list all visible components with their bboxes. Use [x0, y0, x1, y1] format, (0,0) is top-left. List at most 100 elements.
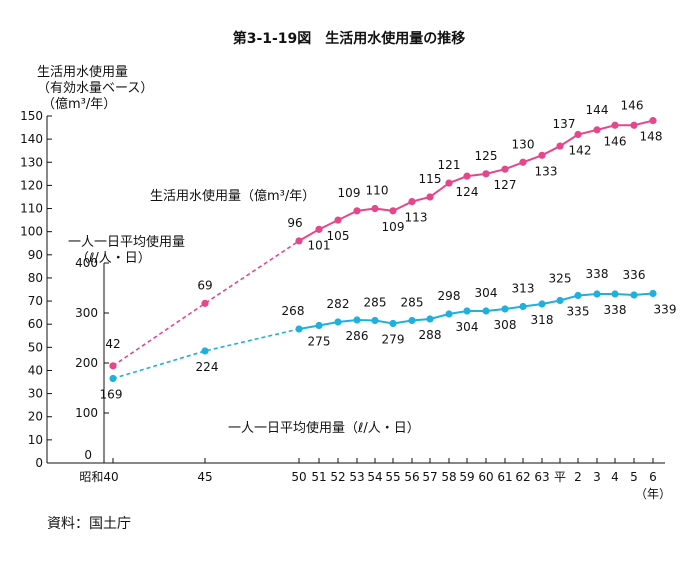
- data-label: 288: [419, 328, 442, 342]
- data-point: [574, 291, 582, 300]
- data-label: 308: [494, 318, 517, 332]
- data-label: 121: [438, 158, 461, 172]
- data-point: [445, 310, 453, 318]
- data-point: [201, 347, 209, 355]
- data-label: 101: [308, 238, 331, 252]
- data-label: 318: [531, 313, 554, 327]
- left-axis-tick-label: 30: [28, 387, 43, 401]
- data-point: [501, 305, 509, 313]
- data-point: [611, 290, 619, 298]
- data-label: 275: [308, 335, 331, 349]
- data-point: [593, 290, 601, 298]
- data-point: [426, 193, 434, 201]
- x-axis-tick-label: 59: [459, 470, 474, 484]
- data-point: [109, 374, 117, 383]
- data-label: 109: [382, 220, 405, 234]
- data-label: 125: [475, 149, 498, 163]
- data-label: 133: [535, 164, 558, 178]
- left-axis-tick-label: 10: [28, 433, 43, 447]
- x-axis-tick-label: 51: [311, 470, 326, 484]
- data-point: [426, 315, 434, 323]
- left-axis-tick-label: 120: [20, 178, 43, 192]
- data-label: 268: [282, 304, 305, 318]
- data-label: 285: [401, 296, 424, 310]
- x-axis-tick-label: 4: [611, 470, 619, 484]
- x-axis-tick-label: 60: [478, 470, 493, 484]
- data-point: [295, 237, 303, 245]
- left-axis-tick-label: 60: [28, 317, 43, 331]
- data-label: 336: [623, 268, 646, 282]
- data-label: 69: [197, 278, 212, 292]
- x-axis-tick-label: 58: [441, 470, 456, 484]
- data-label: 313: [512, 282, 535, 296]
- left-axis-tick-label: 140: [20, 132, 43, 146]
- data-point: [538, 300, 546, 308]
- x-axis-tick-label: 61: [497, 470, 512, 484]
- left-axis-tick-label: 110: [20, 202, 43, 216]
- left-axis-label-line: 生活用水使用量: [37, 64, 128, 80]
- data-point: [630, 121, 638, 129]
- data-point: [408, 316, 416, 325]
- left-axis-tick-label: 80: [28, 271, 43, 285]
- series-per-capita-use: 169 224 268 275 282 286 285 279 285 288 298 304 304 3…: [100, 267, 677, 402]
- data-point: [389, 207, 397, 215]
- left-axis-tick-label: 100: [20, 225, 43, 239]
- data-point: [408, 197, 416, 206]
- left-axis-tick-label: 0: [35, 456, 43, 470]
- data-point: [371, 204, 379, 213]
- data-point: [538, 151, 546, 159]
- data-point: [519, 302, 527, 311]
- data-point: [649, 117, 657, 125]
- series-line-solid: [298, 119, 654, 242]
- x-axis-tick-label: 62: [515, 470, 530, 484]
- right-axis-label-line: （ℓ/人・日）: [76, 251, 151, 266]
- data-point: [353, 316, 361, 324]
- right-axis-tick-label: 300: [75, 306, 98, 320]
- data-point: [315, 225, 323, 233]
- right-axis-tick-label: 0: [84, 448, 92, 462]
- x-axis-tick-label: 55: [385, 470, 400, 484]
- data-label: 137: [553, 117, 576, 131]
- data-label: 42: [105, 337, 120, 351]
- x-axis-tick-label: 56: [404, 470, 419, 484]
- data-point: [556, 296, 564, 305]
- left-axis-tick-label: 150: [20, 109, 43, 123]
- right-axis: 100 200 300 400 0: [75, 256, 109, 464]
- right-axis-tick-label: 200: [75, 356, 98, 370]
- data-label: 279: [382, 333, 405, 347]
- data-point: [574, 130, 582, 139]
- data-point: [295, 325, 303, 333]
- data-point: [556, 142, 564, 150]
- x-axis-tick-label: 63: [534, 470, 549, 484]
- x-axis-tick-label: 50: [291, 470, 306, 484]
- data-label: 169: [100, 388, 123, 402]
- right-axis-tick-label: 100: [75, 406, 98, 420]
- x-axis-tick-label: 45: [197, 470, 212, 484]
- x-axis-tick-label: 昭和40: [79, 470, 118, 484]
- data-point: [334, 216, 342, 224]
- data-point: [649, 289, 657, 298]
- x-axis-tick-label: 平: [554, 470, 566, 484]
- data-point: [501, 165, 509, 173]
- data-label: 286: [346, 329, 369, 343]
- data-label: 127: [494, 178, 517, 192]
- chart-title: 第3-1-19図 生活用水使用量の推移: [233, 30, 466, 47]
- data-point: [463, 172, 471, 180]
- x-axis-tick-label: 57: [422, 470, 437, 484]
- data-label: 96: [287, 216, 302, 230]
- data-point: [482, 307, 490, 315]
- data-label: 148: [640, 130, 663, 144]
- data-point: [389, 319, 397, 328]
- left-axis-tick-label: 20: [28, 410, 43, 424]
- data-label: 113: [405, 211, 428, 225]
- x-axis-tick-label: 2: [574, 470, 582, 484]
- data-point: [482, 170, 490, 178]
- data-label: 338: [604, 303, 627, 317]
- data-label: 110: [366, 184, 389, 198]
- left-axis-tick-label: 70: [28, 294, 43, 308]
- data-label: 282: [327, 297, 350, 311]
- x-axis-tick-label: 54: [367, 470, 382, 484]
- series-label-domestic: 生活用水使用量（億m³/年）: [150, 188, 315, 204]
